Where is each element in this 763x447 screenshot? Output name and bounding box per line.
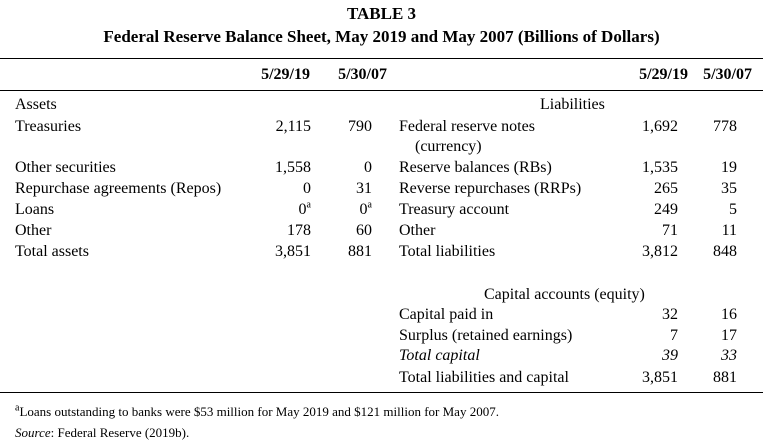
col-header-2007-right: 5/30/07 [703, 66, 752, 83]
asset-label: Repurchase agreements (Repos) [15, 180, 222, 197]
capital-value-2019: 32 [662, 306, 678, 323]
liability-value-2007: 848 [713, 243, 737, 260]
capital-label: Total capital [399, 347, 480, 364]
capital-value-2007: 33 [721, 347, 737, 364]
capital-value-2019: 3,851 [642, 369, 678, 386]
asset-value-2019: 1,558 [275, 159, 311, 176]
assets-heading: Assets [15, 96, 57, 113]
liability-value-2019: 1,535 [642, 159, 678, 176]
header-rule [0, 90, 763, 91]
liability-label: Reverse repurchases (RRPs) [399, 180, 582, 197]
asset-value-2007: 0a [359, 199, 372, 218]
liability-label: Treasury account [399, 201, 510, 218]
col-header-2019-left: 5/29/19 [261, 66, 310, 83]
asset-label: Other securities [15, 159, 116, 176]
asset-label: Other [15, 222, 52, 239]
liability-value-2019: 1,692 [642, 118, 678, 135]
bottom-rule [0, 392, 763, 393]
asset-value-2019: 0a [298, 199, 311, 218]
asset-value-2007: 60 [356, 222, 372, 239]
capital-label: Surplus (retained earnings) [399, 327, 573, 344]
table-number: TABLE 3 [346, 4, 417, 23]
col-header-2007-left: 5/30/07 [338, 66, 387, 83]
col-header-2019-right: 5/29/19 [639, 66, 688, 83]
liability-value-2019: 71 [662, 222, 678, 239]
capital-value-2007: 16 [721, 306, 737, 323]
asset-value-2007: 0 [364, 159, 372, 176]
liability-value-2007: 5 [729, 201, 737, 218]
liability-label: Federal reserve notes [399, 118, 535, 135]
capital-value-2007: 881 [713, 369, 737, 386]
asset-value-2019: 178 [287, 222, 311, 239]
asset-value-2007: 790 [348, 118, 372, 135]
source-label: Source [15, 425, 51, 440]
liability-value-2007: 778 [713, 118, 737, 135]
capital-heading: Capital accounts (equity) [484, 286, 645, 303]
table-title: Federal Reserve Balance Sheet, May 2019 … [103, 27, 660, 46]
liability-label: Total liabilities [399, 243, 496, 260]
source-note: Source: Federal Reserve (2019b). [15, 424, 189, 442]
liability-label: Other [399, 222, 436, 239]
liability-value-2007: 19 [721, 159, 737, 176]
capital-label: Total liabilities and capital [399, 369, 569, 386]
asset-label: Treasuries [15, 118, 82, 135]
asset-value-2007: 881 [348, 243, 372, 260]
capital-value-2007: 17 [721, 327, 737, 344]
asset-value-2007: 31 [356, 180, 372, 197]
footnote-text: Loans outstanding to banks were $53 mill… [19, 404, 499, 419]
liability-value-2019: 3,812 [642, 243, 678, 260]
asset-label: Total assets [15, 243, 89, 260]
top-rule [0, 58, 763, 59]
liability-label-cont: (currency) [415, 138, 482, 155]
asset-value-2019: 3,851 [275, 243, 311, 260]
capital-label: Capital paid in [399, 306, 494, 323]
footnote-marker: a [15, 402, 20, 414]
liability-label: Reserve balances (RBs) [399, 159, 552, 176]
liability-value-2019: 249 [654, 201, 678, 218]
footnote: aLoans outstanding to banks were $53 mil… [15, 403, 499, 421]
asset-label: Loans [15, 201, 55, 218]
source-text: : Federal Reserve (2019b). [50, 425, 190, 440]
liability-value-2007: 35 [721, 180, 737, 197]
capital-value-2019: 7 [670, 327, 678, 344]
liabilities-heading: Liabilities [540, 96, 605, 113]
liability-value-2019: 265 [654, 180, 678, 197]
asset-value-2019: 2,115 [275, 118, 311, 135]
capital-value-2019: 39 [662, 347, 678, 364]
asset-value-2019: 0 [303, 180, 311, 197]
liability-value-2007: 11 [721, 222, 737, 239]
